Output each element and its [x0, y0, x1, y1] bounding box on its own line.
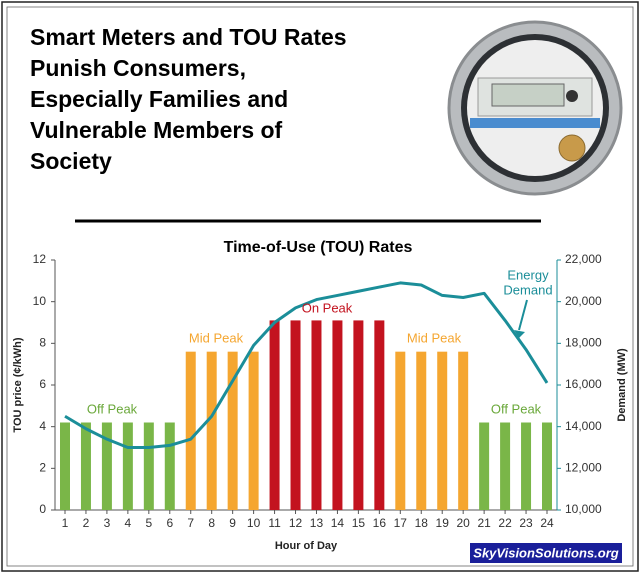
bar: [500, 422, 511, 510]
y-tick-label: 2: [39, 461, 46, 475]
annotation: Off Peak: [491, 401, 542, 416]
annotation-arrowhead: [514, 330, 525, 338]
x-tick-label: 17: [394, 516, 408, 530]
credit: SkyVisionSolutions.org: [473, 545, 618, 560]
x-tick-label: 15: [352, 516, 366, 530]
x-tick-label: 20: [456, 516, 470, 530]
annotation: Mid Peak: [407, 330, 462, 345]
x-tick-label: 1: [62, 516, 69, 530]
x-tick-label: 19: [436, 516, 450, 530]
x-tick-label: 3: [104, 516, 111, 530]
x-tick-label: 18: [415, 516, 429, 530]
bar: [311, 320, 322, 510]
bar: [458, 351, 469, 510]
bar: [164, 422, 175, 510]
bar: [395, 351, 406, 510]
x-tick-label: 23: [519, 516, 533, 530]
x-tick-label: 2: [83, 516, 90, 530]
x-tick-label: 21: [477, 516, 491, 530]
x-tick-label: 12: [289, 516, 303, 530]
y-tick-label: 0: [39, 502, 46, 516]
x-tick-label: 22: [498, 516, 512, 530]
y-tick-label: 10: [33, 294, 47, 308]
y2-tick-label: 14,000: [565, 419, 602, 433]
bar: [479, 422, 490, 510]
bar: [185, 351, 196, 510]
x-tick-label: 14: [331, 516, 345, 530]
bar: [248, 351, 259, 510]
x-tick-label: 13: [310, 516, 324, 530]
x-tick-label: 4: [125, 516, 132, 530]
bar: [353, 320, 364, 510]
annotation: Off Peak: [87, 401, 138, 416]
demand-line: [64, 281, 549, 449]
inner-frame: [6, 6, 634, 567]
annotation-arrow: [518, 299, 528, 331]
bar: [122, 422, 133, 510]
y2-tick-label: 20,000: [565, 294, 602, 308]
y-axis-title: TOU price (¢/kWh): [12, 337, 24, 432]
y2-axis-title: Demand (MW): [616, 348, 628, 422]
x-tick-label: 7: [187, 516, 194, 530]
annotation: Energy: [507, 267, 549, 282]
bar: [542, 422, 552, 510]
bar: [80, 422, 91, 510]
y-tick-label: 6: [39, 377, 46, 391]
x-tick-label: 8: [208, 516, 215, 530]
bar: [269, 320, 280, 510]
headline-line: Vulnerable Members of: [30, 117, 283, 143]
credit-box: [470, 543, 622, 563]
x-tick-label: 5: [145, 516, 152, 530]
bar: [374, 320, 385, 510]
x-tick-label: 6: [166, 516, 173, 530]
y2-tick-label: 10,000: [565, 502, 602, 516]
headline-line: Punish Consumers,: [30, 55, 246, 81]
chart-title: Time-of-Use (TOU) Rates: [224, 239, 413, 256]
bar: [60, 422, 70, 510]
x-tick-label: 24: [540, 516, 554, 530]
bar: [437, 351, 448, 510]
y-tick-label: 12: [33, 252, 47, 266]
y2-tick-label: 18,000: [565, 336, 602, 350]
plot: 02468101210,00012,00014,00016,00018,0002…: [12, 252, 628, 552]
bar: [101, 422, 112, 510]
bar: [227, 351, 238, 510]
bar: [332, 320, 343, 510]
headline-line: Society: [30, 148, 112, 174]
y2-tick-label: 12,000: [565, 461, 602, 475]
headline: Smart Meters and TOU Rates Punish Consume…: [30, 24, 347, 174]
annotation: Mid Peak: [189, 330, 244, 345]
bar: [521, 422, 532, 510]
x-tick-label: 16: [373, 516, 387, 530]
annotation: On Peak: [302, 300, 353, 315]
bar: [143, 422, 154, 510]
x-axis-title: Hour of Day: [275, 540, 338, 552]
bar: [416, 351, 427, 510]
y2-tick-label: 16,000: [565, 377, 602, 391]
x-tick-label: 11: [268, 516, 281, 530]
headline-line: Especially Families and: [30, 86, 288, 112]
y-tick-label: 8: [39, 336, 46, 350]
headline-line: Smart Meters and TOU Rates: [30, 24, 347, 50]
y-tick-label: 4: [39, 419, 46, 433]
bar: [290, 320, 301, 510]
annotation: Demand: [503, 282, 552, 297]
x-tick-label: 9: [229, 516, 236, 530]
y2-tick-label: 22,000: [565, 252, 602, 266]
meter-illustration: [447, 20, 623, 196]
x-tick-label: 10: [247, 516, 261, 530]
bar: [206, 351, 217, 510]
